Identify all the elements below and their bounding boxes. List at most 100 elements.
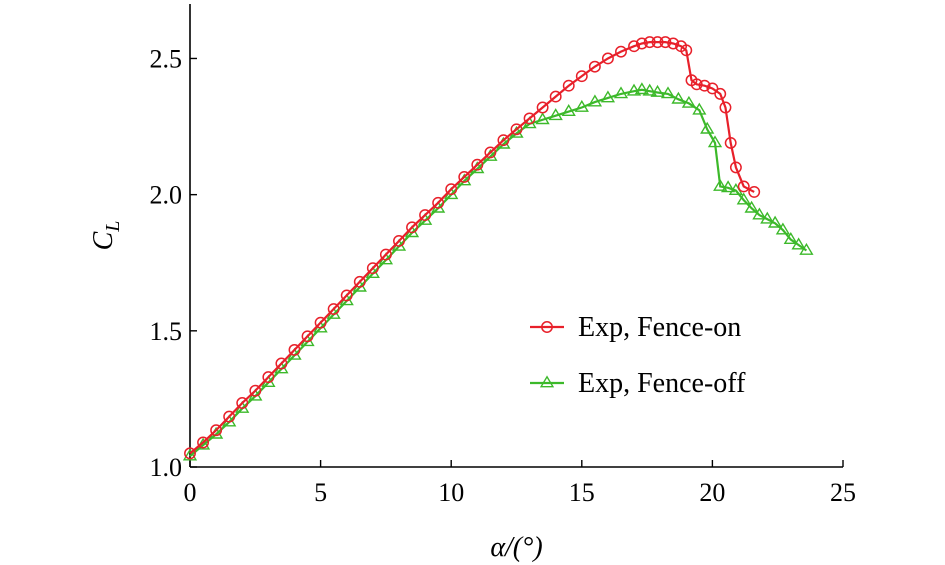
data-point xyxy=(698,79,711,92)
x-tick-label: 15 xyxy=(569,478,595,507)
series-layer xyxy=(182,36,814,461)
data-point xyxy=(510,123,523,136)
data-point xyxy=(613,86,629,99)
data-point xyxy=(737,180,750,193)
x-axis-label: α/(°) xyxy=(490,532,542,563)
data-point xyxy=(651,36,664,49)
x-tick-label: 20 xyxy=(699,478,725,507)
data-point xyxy=(249,384,262,397)
data-point xyxy=(184,447,196,460)
data-point xyxy=(393,234,405,247)
data-point xyxy=(523,112,536,125)
data-point xyxy=(548,108,563,121)
axes xyxy=(189,4,843,468)
data-point xyxy=(707,135,723,148)
data-point xyxy=(210,424,223,437)
data-point xyxy=(748,185,761,198)
x-tick-label: 25 xyxy=(830,478,856,507)
data-point xyxy=(729,161,742,174)
legend: Exp, Fence-on Exp, Fence-off xyxy=(530,312,746,399)
data-point xyxy=(445,183,458,196)
data-point xyxy=(634,82,650,95)
data-point xyxy=(650,84,665,97)
data-point xyxy=(601,52,614,65)
legend-label: Exp, Fence-on xyxy=(578,312,741,343)
data-point xyxy=(587,94,603,107)
data-point xyxy=(724,136,737,149)
data-point xyxy=(660,86,676,99)
data-point xyxy=(692,102,707,115)
data-point xyxy=(720,180,736,193)
data-point xyxy=(575,70,588,83)
legend-marker xyxy=(541,321,553,333)
y-tick-label: 1.5 xyxy=(150,317,183,346)
data-point xyxy=(719,101,732,114)
data-point xyxy=(690,78,703,91)
data-point xyxy=(561,104,576,117)
legend-entry: Exp, Fence-off xyxy=(530,368,746,399)
legend-marker xyxy=(539,375,555,388)
data-point xyxy=(783,232,798,245)
data-point xyxy=(197,436,210,449)
data-point xyxy=(760,211,775,224)
data-point xyxy=(643,36,656,49)
data-point xyxy=(458,170,471,183)
data-point xyxy=(626,83,642,96)
data-point xyxy=(700,121,715,134)
data-point xyxy=(353,275,366,288)
legend-entry: Exp, Fence-on xyxy=(530,312,741,343)
data-point xyxy=(680,44,693,57)
data-point xyxy=(635,37,648,50)
series-fence-on xyxy=(184,36,761,460)
data-point xyxy=(562,79,575,92)
data-point xyxy=(713,178,728,191)
data-point xyxy=(497,134,510,147)
data-point xyxy=(535,112,550,125)
data-point xyxy=(366,262,379,275)
data-point xyxy=(549,90,562,103)
legend-label: Exp, Fence-off xyxy=(578,368,746,399)
data-point xyxy=(223,410,236,423)
data-point xyxy=(615,45,627,58)
data-point xyxy=(182,448,198,461)
data-point xyxy=(667,37,680,50)
y-axis-label-subscript: L xyxy=(102,221,124,233)
data-point xyxy=(600,90,616,103)
y-axis-label-main: C xyxy=(88,231,119,250)
y-tick-label: 1.0 xyxy=(150,453,183,482)
data-point xyxy=(536,101,549,114)
data-point xyxy=(314,316,327,329)
x-tick-label: 0 xyxy=(184,478,197,507)
data-point xyxy=(327,303,340,315)
data-point xyxy=(301,330,314,343)
data-point xyxy=(744,200,759,213)
y-axis-label: CL xyxy=(88,221,124,251)
y-tick-label: 2.5 xyxy=(150,44,183,73)
data-point xyxy=(671,91,686,104)
data-point xyxy=(588,60,601,73)
data-point xyxy=(484,146,497,159)
data-point xyxy=(419,209,432,222)
data-point xyxy=(767,215,783,228)
data-point xyxy=(262,371,275,384)
ticks: 0 5 10 15 20 25 1.0 1.5 2.0 2.5 xyxy=(150,44,857,507)
data-point xyxy=(471,158,484,171)
data-point xyxy=(775,222,791,235)
series-line xyxy=(189,41,755,455)
data-point xyxy=(714,87,727,100)
data-point xyxy=(791,237,806,250)
data-point xyxy=(288,343,301,356)
data-point xyxy=(752,207,767,220)
data-point xyxy=(706,82,719,95)
x-tick-label: 10 xyxy=(438,478,464,507)
x-tick-label: 5 xyxy=(314,478,327,507)
data-point xyxy=(628,40,640,53)
data-point xyxy=(236,397,249,409)
data-point xyxy=(379,248,392,261)
data-point xyxy=(275,357,288,370)
data-point xyxy=(659,36,672,49)
data-point xyxy=(574,99,589,112)
data-point xyxy=(340,289,353,302)
data-point xyxy=(736,192,751,205)
